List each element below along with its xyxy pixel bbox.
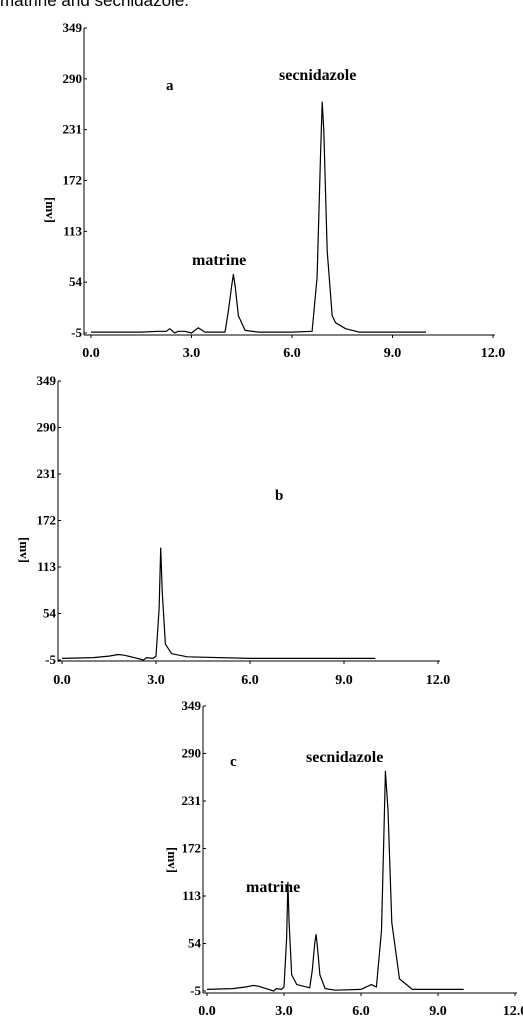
y-tick-label: 54 <box>69 274 83 289</box>
y-tick-label: 172 <box>182 841 202 856</box>
y-axis-label: [mv] <box>17 537 32 563</box>
y-tick-label: -5 <box>45 652 56 667</box>
peak-label-matrine: matrine <box>246 879 300 896</box>
x-tick-label: 0.0 <box>198 1004 216 1016</box>
x-tick-label: 3.0 <box>183 346 201 361</box>
y-tick-label: 231 <box>182 793 202 808</box>
y-tick-label: 349 <box>182 698 202 713</box>
peak-label-secnidazole: secnidazole <box>279 67 356 84</box>
y-tick-label: 290 <box>182 746 202 761</box>
y-tick-label: 290 <box>63 71 83 86</box>
y-tick-label: 349 <box>37 373 57 388</box>
x-tick-label: 9.0 <box>429 1004 447 1016</box>
y-tick-label: 54 <box>43 606 57 621</box>
panel-label: a <box>166 78 174 94</box>
y-axis-label: [mv] <box>43 197 58 223</box>
x-tick-label: 0.0 <box>53 673 71 688</box>
chart-panel-c: 349 290 231 172 113 54 -5 0.0 3.0 6.0 9.0 12.0 [mv] c… <box>165 698 523 1016</box>
x-tick-label: 6.0 <box>352 1004 370 1016</box>
y-tick-label: -5 <box>190 983 201 998</box>
y-tick-label: 54 <box>188 936 202 951</box>
y-tick-label: 349 <box>63 20 83 35</box>
panel-label: b <box>275 488 283 504</box>
x-tick-label: 6.0 <box>241 673 259 688</box>
x-tick-label: 6.0 <box>283 346 301 361</box>
x-tick-label: 12.0 <box>503 1004 523 1016</box>
y-tick-label: 113 <box>63 223 82 238</box>
peak-label-matrine: matrine <box>192 252 246 269</box>
peak-label-secnidazole: secnidazole <box>306 749 383 766</box>
y-tick-label: -5 <box>71 325 82 340</box>
y-axis-label: [mv] <box>165 847 180 873</box>
y-tick-label: 172 <box>63 173 83 188</box>
y-tick-label: 290 <box>37 420 57 435</box>
x-tick-label: 9.0 <box>384 346 402 361</box>
y-tick-label: 172 <box>37 513 57 528</box>
x-tick-label: 0.0 <box>82 346 100 361</box>
x-tick-label: 3.0 <box>147 673 165 688</box>
figure-caption: matrine and secnidazole. <box>0 0 190 10</box>
chart-panel-a: 349 290 231 172 113 54 -50.0 3.0 6.0 9.0 12.0 [mv] a… <box>43 20 505 361</box>
x-tick-label: 9.0 <box>335 673 353 688</box>
chart-panel-b: 349 290 231 172 113 54 -5 0.0 3.0 6.0 9.0 12.0 [mv] b <box>17 373 450 688</box>
y-tick-label: 231 <box>63 122 83 137</box>
x-tick-label: 3.0 <box>275 1004 293 1016</box>
x-tick-label: 12.0 <box>426 673 451 688</box>
y-tick-label: 113 <box>182 888 201 903</box>
chromatogram-trace <box>91 101 426 334</box>
y-tick-label: 113 <box>37 559 56 574</box>
panel-label: c <box>230 754 237 770</box>
x-tick-label: 12.0 <box>481 346 506 361</box>
chromatogram-trace <box>206 770 464 992</box>
y-tick-label: 231 <box>37 466 57 481</box>
chromatogram-trace <box>61 547 376 661</box>
